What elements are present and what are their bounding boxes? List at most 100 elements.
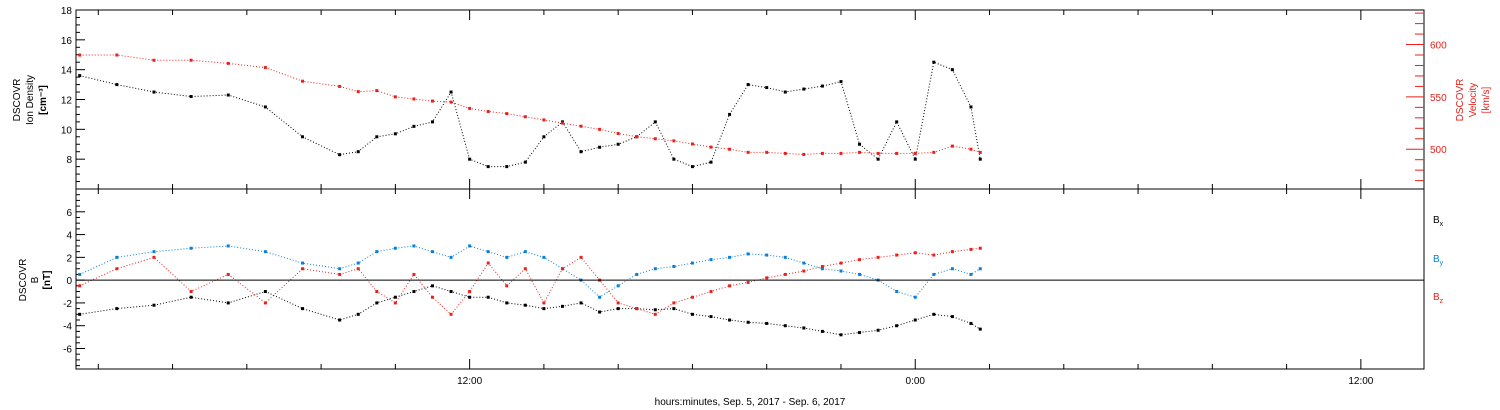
velocity-point xyxy=(449,100,453,104)
density-point xyxy=(978,157,982,161)
density-point xyxy=(709,160,713,164)
axis-ticks: 8 10 12 14 16 18 500 550 600 -6 -4 -2 0 2 4 6 12:00 0:00 1… xyxy=(61,6,1447,387)
bz-point xyxy=(978,246,982,250)
by-point xyxy=(523,250,527,254)
bx-point xyxy=(746,320,750,324)
bx-point xyxy=(430,284,434,288)
density-point xyxy=(858,142,862,146)
density-label-line1: DSCOVR xyxy=(12,79,23,122)
density-point xyxy=(876,157,880,161)
by-point xyxy=(969,272,973,276)
velocity-point xyxy=(913,151,917,155)
density-point xyxy=(932,60,936,64)
by-point xyxy=(338,267,342,271)
velocity-point xyxy=(579,124,583,128)
by-point xyxy=(301,261,305,265)
x-tick-label: 12:00 xyxy=(457,376,482,387)
bz-point xyxy=(393,301,397,305)
by-point xyxy=(78,272,82,276)
by-point xyxy=(858,272,862,276)
b-label-line1: DSCOVR xyxy=(18,259,29,302)
bx-point xyxy=(505,301,509,305)
by-point xyxy=(913,295,917,299)
density-point xyxy=(913,157,917,161)
by-point xyxy=(115,255,119,259)
velocity-point xyxy=(820,151,824,155)
bz-point xyxy=(969,247,973,251)
bx-point xyxy=(839,333,843,337)
bz-point xyxy=(895,253,899,257)
velocity-point xyxy=(152,58,156,62)
b-tick-label: 2 xyxy=(66,253,72,264)
data-points xyxy=(78,53,982,337)
by-point xyxy=(765,253,769,257)
by-point xyxy=(820,267,824,271)
velocity-point xyxy=(338,84,342,88)
bx-point xyxy=(338,318,342,322)
b-tick-label: -4 xyxy=(63,322,72,333)
by-point xyxy=(802,261,806,265)
density-point xyxy=(579,150,583,154)
bx-point xyxy=(542,307,546,311)
velocity-point xyxy=(635,135,639,139)
by-point xyxy=(468,244,472,248)
velocity-point xyxy=(690,142,694,146)
bx-point xyxy=(950,315,954,319)
b-label-line3: [nT] xyxy=(42,271,53,290)
velocity-tick-label: 600 xyxy=(1430,41,1447,52)
bx-point xyxy=(375,301,379,305)
velocity-point xyxy=(950,144,954,148)
velocity-point xyxy=(523,115,527,119)
bx-point xyxy=(783,324,787,328)
bx-point xyxy=(523,303,527,307)
density-point xyxy=(746,83,750,87)
b-tick-label: 6 xyxy=(66,208,72,219)
velocity-point xyxy=(728,147,732,151)
bz-point xyxy=(152,255,156,259)
by-point xyxy=(672,264,676,268)
bz-point xyxy=(505,284,509,288)
by-point xyxy=(978,267,982,271)
bz-series xyxy=(78,246,982,316)
velocity-point xyxy=(115,53,119,57)
by-point xyxy=(616,284,620,288)
density-tick-label: 10 xyxy=(61,125,73,136)
bx-point xyxy=(978,327,982,331)
velocity-label-line3: [km/s] xyxy=(1481,86,1492,113)
by-point xyxy=(746,252,750,256)
bx-point xyxy=(115,307,119,311)
by-point xyxy=(486,250,490,254)
bx-point xyxy=(765,321,769,325)
density-axis-label: DSCOVR Ion Density [cm⁻³] xyxy=(12,75,49,125)
bz-point xyxy=(523,267,527,271)
density-point xyxy=(189,95,193,99)
density-point xyxy=(430,120,434,124)
by-trace xyxy=(79,245,981,298)
bz-point xyxy=(635,307,639,311)
bz-point xyxy=(301,267,305,271)
by-point xyxy=(189,246,193,250)
bx-point xyxy=(468,295,472,299)
density-point xyxy=(486,165,490,169)
density-tick-label: 8 xyxy=(66,155,72,166)
by-point xyxy=(932,272,936,276)
density-point xyxy=(672,157,676,161)
bx-point xyxy=(579,301,583,305)
density-point xyxy=(115,83,119,87)
bz-point xyxy=(839,261,843,265)
velocity-tick-label: 500 xyxy=(1430,145,1447,156)
bz-point xyxy=(115,267,119,271)
by-point xyxy=(356,261,360,265)
velocity-point xyxy=(375,89,379,93)
bz-point xyxy=(690,295,694,299)
bz-point xyxy=(263,301,267,305)
density-tick-label: 18 xyxy=(61,6,73,17)
velocity-point xyxy=(876,151,880,155)
bx-point xyxy=(486,295,490,299)
bx-point xyxy=(616,307,620,311)
density-tick-label: 12 xyxy=(61,96,73,107)
velocity-tick-label: 550 xyxy=(1430,93,1447,104)
velocity-point xyxy=(895,151,899,155)
bz-point xyxy=(802,269,806,273)
density-tick-label: 16 xyxy=(61,36,73,47)
